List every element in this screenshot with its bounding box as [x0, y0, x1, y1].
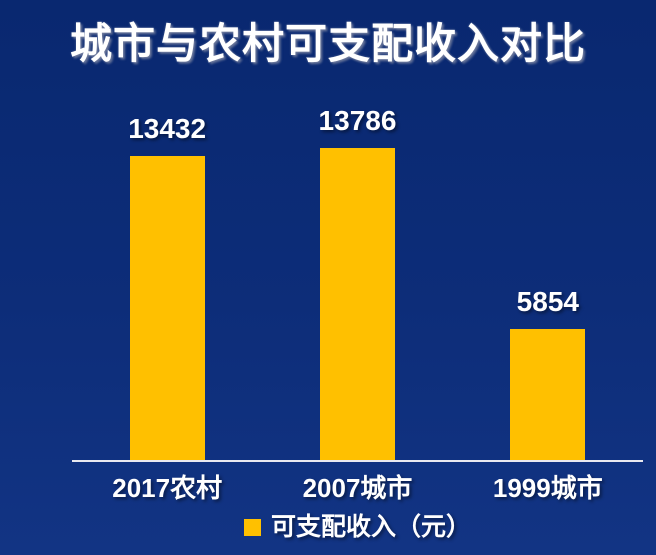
bar-group: 13786: [262, 0, 452, 462]
category-label: 2007城市: [302, 473, 413, 503]
bar-group: 5854: [453, 0, 643, 462]
bar-group: 13432: [72, 0, 262, 462]
plot-area: 13432 13786 5854: [72, 0, 643, 462]
chart-title: 城市与农村可支配收入对比: [69, 20, 586, 67]
bar-value-label: 13786: [318, 105, 397, 136]
legend: 可支配收入（元）: [72, 513, 643, 542]
legend-label: 可支配收入（元）: [270, 513, 471, 541]
x-axis-line: [72, 460, 643, 462]
bar: [129, 156, 205, 462]
bar-value-label: 13432: [128, 113, 207, 144]
bar: [510, 329, 586, 462]
bar-value-label: 5854: [516, 286, 579, 317]
category-label: 2017农村: [112, 473, 223, 503]
category-axis: 2017农村 2007城市 1999城市: [72, 474, 643, 508]
legend-swatch: [243, 519, 261, 537]
category-label: 1999城市: [492, 473, 603, 503]
bar: [319, 148, 395, 462]
